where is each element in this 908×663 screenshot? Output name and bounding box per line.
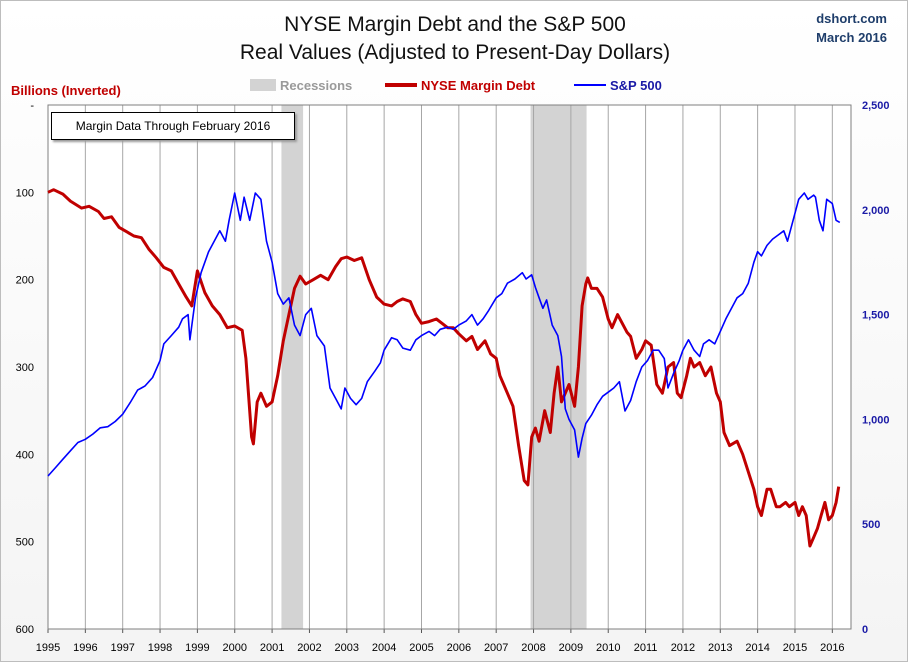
annotation-box: Margin Data Through February 2016 xyxy=(51,112,295,140)
margin-debt-line xyxy=(47,188,841,548)
legend-margin-debt: NYSE Margin Debt xyxy=(385,77,535,93)
legend-sp500-label: S&P 500 xyxy=(610,77,662,93)
x-tick-label-1997: 1997 xyxy=(110,642,134,654)
left-tick-label-4: 400 xyxy=(16,449,34,461)
x-tick-label-2014: 2014 xyxy=(745,642,769,654)
x-tick-label-1995: 1995 xyxy=(36,642,60,654)
chart-subtitle: Real Values (Adjusted to Present-Day Dol… xyxy=(239,41,671,64)
sp500-swatch xyxy=(574,84,606,86)
x-tick-label-2008: 2008 xyxy=(521,642,545,654)
x-tick-label-1996: 1996 xyxy=(73,642,97,654)
x-tick-label-2013: 2013 xyxy=(708,642,732,654)
right-tick-label-3: 1,500 xyxy=(862,310,890,322)
recession-band-1 xyxy=(281,105,304,629)
x-tick-label-2010: 2010 xyxy=(596,642,620,654)
margin-debt-swatch xyxy=(385,83,417,87)
x-tick-label-1999: 1999 xyxy=(185,642,209,654)
x-tick-label-2002: 2002 xyxy=(297,642,321,654)
sp500-line xyxy=(47,192,841,477)
date-label: March 2016 xyxy=(816,30,887,45)
left-tick-label-1: 100 xyxy=(16,187,34,199)
x-tick-label-2015: 2015 xyxy=(783,642,807,654)
source-label: dshort.com xyxy=(816,11,887,26)
right-tick-label-2: 1,000 xyxy=(862,414,890,426)
left-tick-label-3: 300 xyxy=(16,362,34,374)
legend-recessions: Recessions xyxy=(250,77,352,93)
right-tick-label-1: 500 xyxy=(862,519,880,531)
right-tick-label-0: 0 xyxy=(862,624,868,636)
x-tick-label-2003: 2003 xyxy=(335,642,359,654)
x-tick-label-2004: 2004 xyxy=(372,642,396,654)
left-axis-label: Billions (Inverted) xyxy=(11,83,121,98)
x-tick-label-2009: 2009 xyxy=(559,642,583,654)
x-tick-label-2016: 2016 xyxy=(820,642,844,654)
left-tick-label-6: 600 xyxy=(16,624,34,636)
x-tick-label-2012: 2012 xyxy=(671,642,695,654)
x-tick-label-1998: 1998 xyxy=(148,642,172,654)
plot-background xyxy=(48,105,851,629)
left-tick-label-2: 200 xyxy=(16,275,34,287)
plot-border xyxy=(47,104,852,630)
right-tick-label-4: 2,000 xyxy=(862,205,890,217)
chart-title: NYSE Margin Debt and the S&P 500 xyxy=(284,13,626,36)
left-tick-label-0: - xyxy=(30,100,34,112)
x-tick-label-2005: 2005 xyxy=(409,642,433,654)
x-tick-label-2007: 2007 xyxy=(484,642,508,654)
recession-swatch xyxy=(250,79,276,91)
legend-margin-debt-label: NYSE Margin Debt xyxy=(421,77,536,93)
left-tick-label-5: 500 xyxy=(16,537,34,549)
legend-sp500: S&P 500 xyxy=(574,77,662,93)
right-tick-label-5: 2,500 xyxy=(862,100,890,112)
legend-recessions-label: Recessions xyxy=(280,77,353,93)
x-tick-label-2000: 2000 xyxy=(223,642,247,654)
x-tick-label-2011: 2011 xyxy=(634,642,658,654)
x-tick-label-2006: 2006 xyxy=(447,642,471,654)
x-tick-label-2001: 2001 xyxy=(260,642,284,654)
